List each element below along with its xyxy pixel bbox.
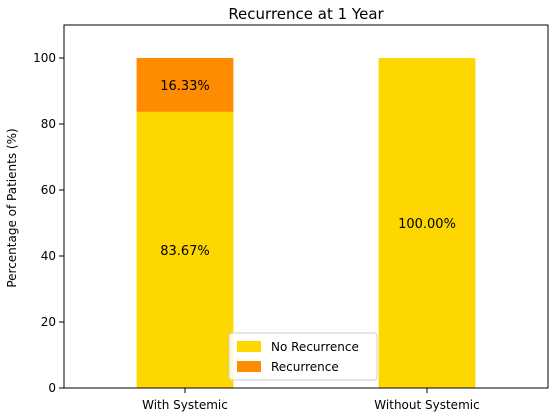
bar-segment bbox=[378, 58, 476, 388]
legend-label: Recurrence bbox=[271, 360, 339, 374]
bar-value-label: 100.00% bbox=[398, 217, 456, 232]
plot-frame bbox=[63, 24, 549, 389]
y-tick-label: 40 bbox=[41, 249, 56, 263]
y-axis-label: Percentage of Patients (%) bbox=[5, 128, 19, 287]
x-tick-label: With Systemic bbox=[142, 398, 228, 412]
y-tick-label: 80 bbox=[41, 117, 56, 131]
y-tick-label: 100 bbox=[33, 51, 56, 65]
bar-segment bbox=[136, 111, 234, 388]
legend-box bbox=[228, 332, 378, 381]
bar-value-label: 16.33% bbox=[160, 79, 210, 94]
chart-title: Recurrence at 1 Year bbox=[228, 5, 384, 23]
y-tick-label: 60 bbox=[41, 183, 56, 197]
bar-value-label: 83.67% bbox=[160, 244, 210, 259]
bar-segment bbox=[136, 58, 234, 112]
y-tick-label: 20 bbox=[41, 315, 56, 329]
x-tick-label: Without Systemic bbox=[374, 398, 479, 412]
plot-area: 0 20 40 60 80 100 83.67% 16.33% With Systemic 100… bbox=[33, 51, 480, 412]
legend-swatch bbox=[237, 361, 261, 372]
y-tick-label: 0 bbox=[48, 381, 56, 395]
legend-swatch bbox=[237, 341, 261, 352]
legend: No Recurrence Recurrence bbox=[228, 332, 378, 381]
legend-label: No Recurrence bbox=[271, 340, 359, 354]
